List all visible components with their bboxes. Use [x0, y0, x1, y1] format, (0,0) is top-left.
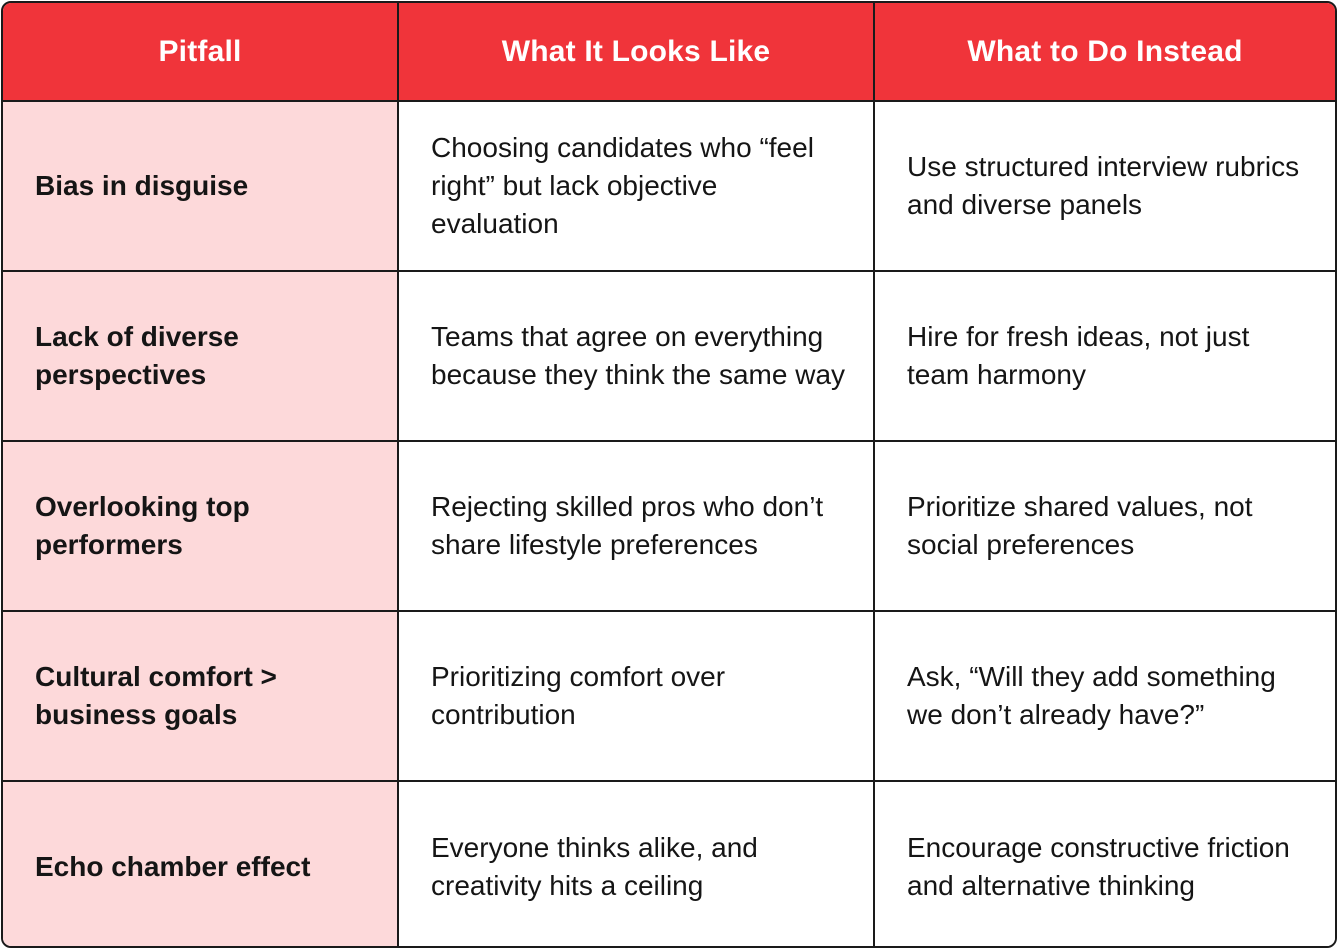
pitfall-cell: Cultural comfort > business goals — [3, 610, 399, 782]
instead-cell: Prioritize shared values, not social pre… — [873, 440, 1335, 612]
instead-cell: Use structured interview rubrics and div… — [873, 100, 1335, 272]
table-header: Pitfall What It Looks Like What to Do In… — [3, 3, 1335, 102]
looks-like-cell: Everyone thinks alike, and creativity hi… — [397, 780, 875, 946]
pitfall-cell: Bias in disguise — [3, 100, 399, 272]
instead-cell: Encourage constructive friction and alte… — [873, 780, 1335, 946]
looks-like-cell: Rejecting skilled pros who don’t share l… — [397, 440, 875, 612]
header-what-it-looks-like: What It Looks Like — [397, 3, 875, 102]
pitfall-cell: Lack of diverse perspectives — [3, 270, 399, 442]
header-pitfall: Pitfall — [3, 3, 399, 102]
looks-like-cell: Choosing candidates who “feel right” but… — [397, 100, 875, 272]
pitfalls-table: Pitfall What It Looks Like What to Do In… — [3, 3, 1335, 946]
header-row: Pitfall What It Looks Like What to Do In… — [3, 3, 1335, 102]
looks-like-cell: Prioritizing comfort over contribution — [397, 610, 875, 782]
instead-cell: Ask, “Will they add something we don’t a… — [873, 610, 1335, 782]
looks-like-cell: Teams that agree on everything because t… — [397, 270, 875, 442]
pitfall-cell: Echo chamber effect — [3, 780, 399, 946]
table-row: Lack of diverse perspectives Teams that … — [3, 270, 1335, 442]
header-what-to-do-instead: What to Do Instead — [873, 3, 1335, 102]
table-row: Bias in disguise Choosing candidates who… — [3, 100, 1335, 272]
table-row: Overlooking top performers Rejecting ski… — [3, 440, 1335, 612]
pitfall-cell: Overlooking top performers — [3, 440, 399, 612]
instead-cell: Hire for fresh ideas, not just team harm… — [873, 270, 1335, 442]
table-row: Echo chamber effect Everyone thinks alik… — [3, 780, 1335, 946]
table-row: Cultural comfort > business goals Priori… — [3, 610, 1335, 782]
table-body: Bias in disguise Choosing candidates who… — [3, 100, 1335, 946]
